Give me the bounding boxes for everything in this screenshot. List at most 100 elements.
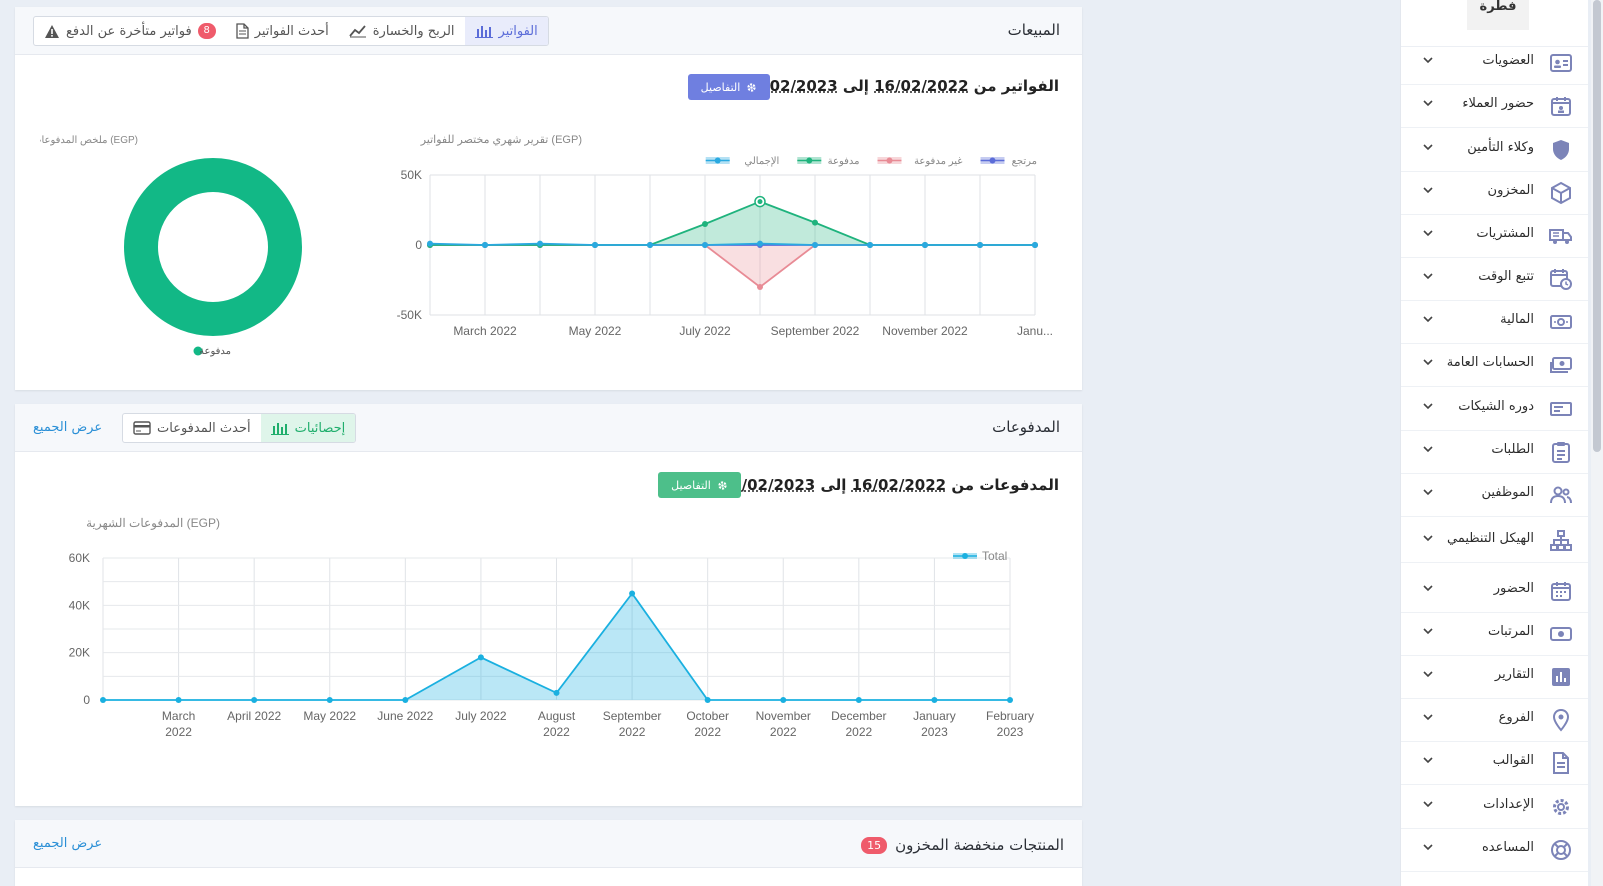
sidebar-item[interactable]: العضويات bbox=[1401, 41, 1588, 85]
chevron-down-icon[interactable] bbox=[1421, 96, 1435, 110]
sidebar-item[interactable]: الفروع bbox=[1401, 698, 1588, 742]
sidebar-item[interactable]: الهيكل التنظيمي bbox=[1401, 519, 1588, 563]
money-stack-icon bbox=[1550, 357, 1572, 373]
sidebar-item[interactable]: المشتريات bbox=[1401, 214, 1588, 258]
tab-statistics[interactable]: إحصائيات bbox=[260, 414, 356, 442]
sidebar-item[interactable]: التقارير bbox=[1401, 655, 1588, 699]
x-tick-label: 2022 bbox=[165, 725, 192, 739]
chevron-down-icon[interactable] bbox=[1421, 183, 1435, 197]
payments-panel: المدفوعات عرض الجميع أحدث المدفوعات إحصا… bbox=[15, 404, 1082, 806]
bar-chart-icon bbox=[474, 26, 493, 38]
legend-label: مرتجع bbox=[1012, 156, 1037, 167]
sidebar-item-label: الحسابات العامة bbox=[1446, 355, 1534, 370]
payments-view-all-link[interactable]: عرض الجميع bbox=[33, 420, 103, 435]
chevron-down-icon[interactable] bbox=[1421, 442, 1435, 456]
data-point bbox=[702, 221, 708, 227]
legend-label: مدفوعة bbox=[199, 346, 231, 357]
data-point bbox=[780, 697, 787, 703]
data-point bbox=[251, 697, 258, 703]
scrollbar[interactable] bbox=[1591, 0, 1603, 886]
tab-overdue-invoices[interactable]: 8 فواتير متأخرة عن الدفع bbox=[34, 17, 226, 45]
sidebar-item[interactable]: المرتبات bbox=[1401, 612, 1588, 656]
low-stock-count-badge: 15 bbox=[861, 836, 888, 854]
chevron-down-icon[interactable] bbox=[1421, 753, 1435, 767]
payments-header: المدفوعات عرض الجميع أحدث المدفوعات إحصا… bbox=[15, 404, 1082, 452]
x-tick-label: July 2022 bbox=[679, 324, 731, 338]
sidebar-item[interactable]: الحسابات العامة bbox=[1401, 343, 1588, 387]
sidebar-item-label: الإعدادات bbox=[1483, 797, 1534, 812]
sidebar-item[interactable]: الحضور bbox=[1401, 569, 1588, 613]
data-point bbox=[175, 697, 182, 703]
sidebar-item[interactable]: وكلاء التأمين bbox=[1401, 128, 1588, 172]
legend-marker bbox=[989, 157, 996, 164]
chevron-down-icon[interactable] bbox=[1421, 269, 1435, 283]
data-point bbox=[100, 697, 106, 703]
legend-marker bbox=[714, 157, 721, 164]
tab-latest-payments[interactable]: أحدث المدفوعات bbox=[123, 414, 261, 442]
legend-marker bbox=[806, 157, 813, 164]
data-point bbox=[702, 242, 708, 248]
sidebar-item[interactable]: المالية bbox=[1401, 300, 1588, 344]
payments-title: المدفوعات bbox=[992, 418, 1060, 436]
sidebar-item-label: الحضور bbox=[1493, 581, 1534, 596]
y-tick-label: -50K bbox=[397, 308, 422, 322]
low-stock-view-all-link[interactable]: عرض الجميع bbox=[33, 836, 103, 851]
scrollbar-thumb[interactable] bbox=[1593, 0, 1601, 452]
sidebar-item[interactable]: الطلبات bbox=[1401, 430, 1588, 474]
tab-label: أحدث الفواتير bbox=[254, 23, 329, 39]
legend-item: غير مدفوعة bbox=[877, 156, 963, 167]
sidebar-item[interactable]: المخزون bbox=[1401, 171, 1588, 215]
date-from[interactable]: 16/02/2022 bbox=[874, 77, 969, 95]
chart-title: ملخص المدفوعات (EGP) bbox=[40, 135, 138, 146]
sidebar-item[interactable]: المساعده bbox=[1401, 828, 1588, 872]
y-tick-label: 60K bbox=[69, 551, 90, 565]
invoices-details-button[interactable]: التفاصيل bbox=[688, 74, 770, 100]
button-label: التفاصيل bbox=[700, 80, 741, 94]
payments-details-button[interactable]: التفاصيل bbox=[658, 472, 741, 498]
chevron-down-icon[interactable] bbox=[1421, 355, 1435, 369]
chevron-down-icon[interactable] bbox=[1421, 226, 1435, 240]
chevron-down-icon[interactable] bbox=[1421, 667, 1435, 681]
banknote-icon bbox=[1550, 627, 1572, 641]
x-tick-label: 2022 bbox=[543, 725, 570, 739]
low-stock-title: المنتجات منخفضة المخزون bbox=[895, 836, 1064, 854]
chevron-down-icon[interactable] bbox=[1421, 312, 1435, 326]
chevron-down-icon[interactable] bbox=[1421, 399, 1435, 413]
tab-invoices[interactable]: الفواتير bbox=[464, 17, 548, 45]
sidebar-item[interactable]: الإعدادات bbox=[1401, 785, 1588, 829]
x-tick-label: September bbox=[603, 709, 662, 723]
legend-label: مدفوعة bbox=[828, 156, 860, 167]
sidebar-item-label: التقارير bbox=[1494, 667, 1534, 682]
sidebar-item[interactable]: دوره الشيكات bbox=[1401, 387, 1588, 431]
date-from[interactable]: 16/02/2022 bbox=[851, 476, 947, 494]
legend-label: غير مدفوعة bbox=[914, 156, 962, 167]
sidebar-item-label: المخزون bbox=[1487, 183, 1534, 198]
period-prefix: الفواتير من bbox=[973, 77, 1059, 95]
chevron-down-icon[interactable] bbox=[1421, 710, 1435, 724]
chevron-down-icon[interactable] bbox=[1421, 53, 1435, 67]
chevron-down-icon[interactable] bbox=[1421, 797, 1435, 811]
chevron-down-icon[interactable] bbox=[1421, 485, 1435, 499]
sidebar-item[interactable]: القوالب bbox=[1401, 741, 1588, 785]
date-to[interactable]: 16/02/2023 bbox=[720, 476, 816, 494]
sidebar-item[interactable]: تتبع الوقت bbox=[1401, 257, 1588, 301]
chevron-down-icon[interactable] bbox=[1421, 581, 1435, 595]
tab-profit-loss[interactable]: الربح والخسارة bbox=[339, 17, 465, 45]
data-point bbox=[855, 697, 862, 703]
app-logo[interactable]: فطرة bbox=[1467, 0, 1529, 30]
chevron-down-icon[interactable] bbox=[1421, 531, 1435, 545]
tab-label: إحصائيات bbox=[294, 420, 346, 436]
legend-item: Total bbox=[953, 549, 1007, 563]
x-tick-label: March 2022 bbox=[453, 324, 517, 338]
sidebar-item[interactable]: حضور العملاء bbox=[1401, 84, 1588, 128]
legend-marker bbox=[886, 157, 893, 164]
map-pin-icon bbox=[1552, 708, 1570, 732]
sidebar-item[interactable]: الموظفين bbox=[1401, 473, 1588, 517]
chevron-down-icon[interactable] bbox=[1421, 624, 1435, 638]
data-point bbox=[537, 240, 543, 247]
tab-latest-invoices[interactable]: أحدث الفواتير bbox=[226, 17, 339, 45]
chevron-down-icon[interactable] bbox=[1421, 140, 1435, 154]
chevron-down-icon[interactable] bbox=[1421, 840, 1435, 854]
gear-icon bbox=[718, 480, 727, 490]
document-icon bbox=[1553, 752, 1569, 774]
